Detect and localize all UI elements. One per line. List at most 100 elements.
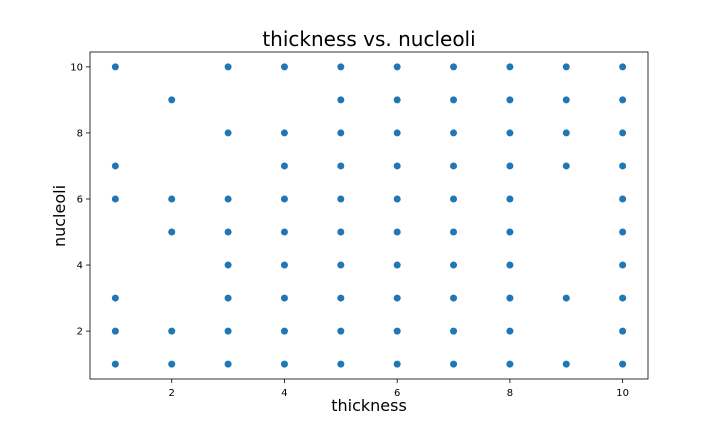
scatter-point xyxy=(562,96,570,104)
plot-area-frame xyxy=(89,51,649,380)
scatter-point xyxy=(450,129,458,137)
scatter-point xyxy=(337,360,345,368)
scatter-point xyxy=(224,261,232,269)
scatter-point xyxy=(111,63,119,71)
scatter-point xyxy=(168,360,176,368)
scatter-point xyxy=(337,228,345,236)
scatter-point xyxy=(224,63,232,71)
scatter-point xyxy=(337,294,345,302)
scatter-point xyxy=(450,96,458,104)
scatter-point xyxy=(450,294,458,302)
scatter-point xyxy=(224,228,232,236)
scatter-point xyxy=(506,96,514,104)
scatter-point xyxy=(619,360,627,368)
scatter-point xyxy=(450,195,458,203)
scatter-point xyxy=(168,96,176,104)
scatter-point xyxy=(619,261,627,269)
scatter-point xyxy=(337,261,345,269)
chart-title: thickness vs. nucleoli xyxy=(262,27,475,51)
y-tick-label: 8 xyxy=(77,128,83,139)
scatter-point xyxy=(619,162,627,170)
scatter-point xyxy=(450,261,458,269)
scatter-point xyxy=(393,96,401,104)
scatter-point xyxy=(450,162,458,170)
y-tick-label: 2 xyxy=(77,327,83,338)
scatter-point xyxy=(619,294,627,302)
scatter-point xyxy=(450,360,458,368)
scatter-point xyxy=(224,195,232,203)
scatter-point xyxy=(111,360,119,368)
scatter-point xyxy=(506,228,514,236)
scatter-point xyxy=(562,129,570,137)
scatter-point xyxy=(393,63,401,71)
y-axis: 2 4 6 8 10 xyxy=(70,62,90,338)
scatter-point xyxy=(168,195,176,203)
scatter-point xyxy=(506,327,514,335)
scatter-point xyxy=(619,129,627,137)
scatter-point xyxy=(393,261,401,269)
scatter-point xyxy=(337,162,345,170)
scatter-point xyxy=(619,195,627,203)
scatter-point xyxy=(393,162,401,170)
scatter-point xyxy=(506,129,514,137)
scatter-point xyxy=(337,327,345,335)
scatter-point xyxy=(506,63,514,71)
scatter-point xyxy=(111,327,119,335)
scatter-point xyxy=(393,294,401,302)
scatter-point xyxy=(337,63,345,71)
scatter-point xyxy=(393,360,401,368)
scatter-point xyxy=(562,63,570,71)
data-points xyxy=(111,63,627,368)
x-tick-label: 4 xyxy=(281,388,287,399)
scatter-point xyxy=(280,63,288,71)
scatter-point xyxy=(224,129,232,137)
scatter-point xyxy=(224,294,232,302)
x-axis: 2 4 6 8 10 xyxy=(169,379,629,399)
scatter-point xyxy=(224,360,232,368)
y-tick-label: 10 xyxy=(70,62,83,73)
scatter-point xyxy=(619,63,627,71)
y-axis-label: nucleoli xyxy=(50,185,69,247)
scatter-point xyxy=(506,261,514,269)
scatter-point xyxy=(562,294,570,302)
scatter-point xyxy=(168,327,176,335)
scatter-point xyxy=(280,327,288,335)
y-tick-label: 6 xyxy=(77,194,83,205)
x-tick-label: 2 xyxy=(169,388,175,399)
scatter-point xyxy=(619,228,627,236)
scatter-point xyxy=(393,228,401,236)
x-tick-label: 10 xyxy=(616,388,629,399)
scatter-point xyxy=(506,162,514,170)
scatter-point xyxy=(280,360,288,368)
scatter-point xyxy=(450,228,458,236)
scatter-point xyxy=(619,327,627,335)
x-tick-label: 8 xyxy=(507,388,513,399)
scatter-point xyxy=(393,195,401,203)
scatter-point xyxy=(168,228,176,236)
scatter-point xyxy=(280,294,288,302)
scatter-point xyxy=(280,162,288,170)
scatter-point xyxy=(450,327,458,335)
scatter-point xyxy=(506,195,514,203)
scatter-point xyxy=(506,294,514,302)
scatter-point xyxy=(280,129,288,137)
scatter-point xyxy=(224,327,232,335)
scatter-point xyxy=(280,228,288,236)
scatter-point xyxy=(506,360,514,368)
scatter-point xyxy=(393,129,401,137)
scatter-point xyxy=(562,162,570,170)
y-tick-label: 4 xyxy=(77,261,83,272)
scatter-point xyxy=(111,294,119,302)
x-axis-label: thickness xyxy=(331,396,407,415)
scatter-point xyxy=(619,96,627,104)
x-tick-label: 6 xyxy=(394,388,400,399)
scatter-point xyxy=(393,327,401,335)
scatter-point xyxy=(280,195,288,203)
scatter-point xyxy=(111,162,119,170)
scatter-point xyxy=(111,195,119,203)
scatter-point xyxy=(450,63,458,71)
scatter-point xyxy=(562,360,570,368)
scatter-point xyxy=(337,96,345,104)
scatter-point xyxy=(280,261,288,269)
scatter-point xyxy=(337,129,345,137)
